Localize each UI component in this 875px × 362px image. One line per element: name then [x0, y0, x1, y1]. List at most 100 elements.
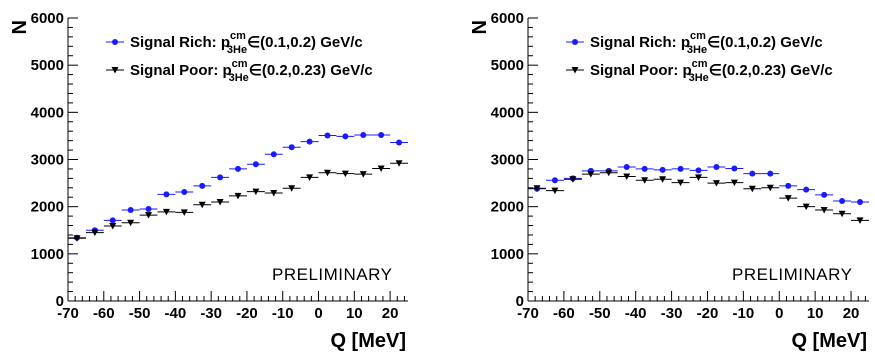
- data-point: [288, 144, 295, 151]
- data-point: [109, 223, 117, 230]
- series-signal-poor: [528, 169, 869, 224]
- y-tick-label: 5000: [31, 57, 64, 74]
- data-point: [551, 177, 558, 184]
- x-tick-label: -30: [200, 305, 222, 322]
- legend-label: Signal Poor: pcm 3He∈(0.2,0.23) GeV/c: [590, 58, 833, 84]
- x-tick-label: -10: [733, 305, 755, 322]
- x-tick-label: 10: [346, 305, 363, 322]
- data-point: [234, 192, 242, 200]
- legend-label: Signal Poor: pcm 3He∈(0.2,0.23) GeV/c: [130, 58, 373, 84]
- x-tick-label: 20: [843, 305, 860, 322]
- data-point: [569, 176, 577, 183]
- data-point: [766, 184, 774, 192]
- data-point: [163, 191, 170, 198]
- x-tick-label: -70: [57, 305, 79, 322]
- data-point: [306, 174, 314, 181]
- x-tick-label: -70: [517, 305, 539, 322]
- data-point: [180, 209, 188, 216]
- x-tick-label: -20: [236, 305, 258, 322]
- data-point: [127, 219, 135, 227]
- data-point: [342, 133, 349, 140]
- y-tick-label: 2000: [31, 199, 64, 216]
- data-point: [623, 164, 630, 171]
- data-point: [623, 173, 631, 180]
- data-point: [820, 206, 828, 214]
- data-point: [145, 212, 153, 219]
- data-point: [821, 191, 828, 198]
- legend-marker: [572, 39, 578, 45]
- x-tick-label: -10: [272, 305, 294, 322]
- data-point: [198, 201, 206, 209]
- y-tick-label: 6000: [31, 10, 64, 27]
- x-tick-label: -60: [553, 305, 575, 322]
- x-tick-label: -30: [661, 305, 683, 322]
- series-signal-poor: [68, 160, 408, 242]
- data-point: [377, 165, 385, 172]
- data-point: [323, 169, 331, 177]
- data-point: [91, 229, 99, 237]
- y-tick-label: 0: [516, 293, 524, 310]
- series-signal-rich: [528, 164, 869, 205]
- data-point: [162, 208, 170, 216]
- y-tick-label: 5000: [491, 57, 524, 74]
- legend-marker: [571, 67, 579, 74]
- data-point: [641, 165, 648, 172]
- x-tick-label: -60: [93, 305, 115, 322]
- preliminary-label: PRELIMINARY: [732, 265, 852, 284]
- data-point: [731, 165, 738, 172]
- data-point: [360, 131, 367, 138]
- legend-label: Signal Rich: pcm 3He∈(0.1,0.2) GeV/c: [590, 30, 823, 56]
- data-point: [181, 189, 188, 196]
- data-point: [533, 185, 541, 192]
- data-point: [235, 165, 241, 172]
- y-tick-label: 1000: [31, 246, 64, 263]
- legend-marker: [111, 67, 119, 74]
- data-point: [252, 188, 260, 196]
- data-point: [767, 170, 774, 177]
- x-tick-label: -50: [129, 305, 151, 322]
- legend-marker: [112, 39, 118, 45]
- data-point: [856, 217, 864, 224]
- data-point: [695, 167, 702, 174]
- data-point: [659, 176, 667, 183]
- data-point: [749, 170, 756, 177]
- data-point: [695, 174, 702, 181]
- data-point: [641, 177, 649, 184]
- y-tick-label: 3000: [31, 152, 64, 169]
- series-signal-rich: [68, 131, 408, 241]
- data-point: [359, 171, 367, 178]
- data-point: [145, 206, 152, 213]
- y-tick-label: 2000: [491, 199, 524, 216]
- data-point: [748, 185, 756, 193]
- chart-panel-2: 0 1000 2000 3000 4000 5000 6000 -70 -60 -50 -40 -30…: [469, 10, 869, 352]
- x-tick-label: 10: [807, 305, 824, 322]
- x-tick-label: -20: [697, 305, 719, 322]
- data-point: [252, 161, 259, 168]
- x-axis-title: Q [MeV]: [791, 330, 867, 352]
- data-point: [587, 171, 595, 178]
- data-point: [324, 132, 331, 139]
- data-point: [109, 217, 116, 224]
- data-point: [216, 198, 224, 206]
- data-point: [605, 169, 613, 177]
- x-tick-label: 0: [775, 305, 783, 322]
- legend-entry-signal-poor: Signal Poor: pcm 3He∈(0.2,0.23) GeV/c: [106, 58, 373, 84]
- data-point: [217, 174, 224, 181]
- legend-entry-signal-rich: Signal Rich: pcm 3He∈(0.1,0.2) GeV/c: [566, 30, 823, 56]
- y-tick-label: 6000: [491, 10, 524, 27]
- data-point: [341, 170, 349, 178]
- data-point: [713, 164, 720, 171]
- x-tick-label: -40: [625, 305, 647, 322]
- x-tick-label: -50: [589, 305, 611, 322]
- data-point: [199, 182, 206, 189]
- y-tick-label: 0: [56, 293, 64, 310]
- data-point: [270, 189, 278, 197]
- data-point: [712, 180, 720, 187]
- data-point: [838, 210, 846, 218]
- chart-panel-1: 0 1000 2000 3000 4000 5000 6000 -70 -60 -50 -40 -30…: [9, 10, 408, 352]
- y-axis-title: N: [9, 20, 31, 34]
- data-point: [857, 198, 864, 205]
- data-point: [395, 160, 403, 167]
